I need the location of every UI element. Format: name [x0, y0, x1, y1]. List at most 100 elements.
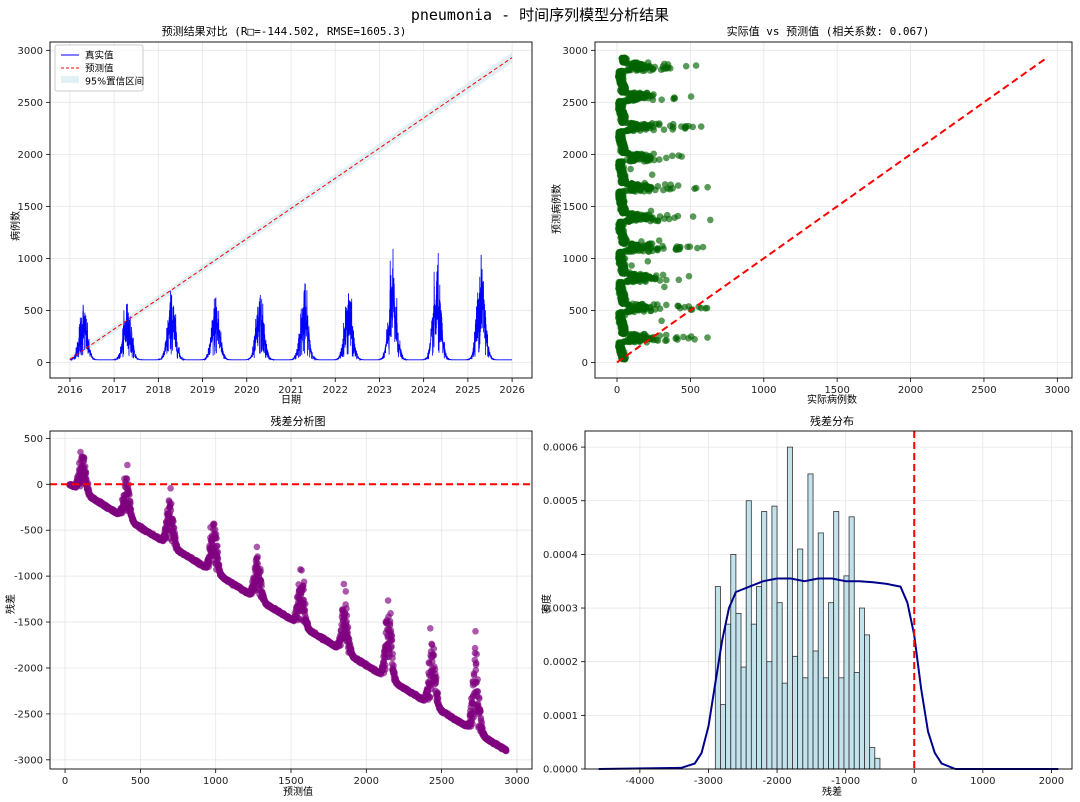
scatter-point — [674, 182, 682, 189]
scatter-point — [686, 243, 694, 250]
x-tick-label: 2016 — [57, 385, 82, 396]
scatter-point — [389, 650, 397, 658]
scatter-point — [210, 521, 218, 528]
scatter-point — [253, 543, 261, 551]
scatter-point — [636, 89, 644, 97]
scatter-point — [661, 60, 668, 68]
x-tick-label: 2020 — [234, 385, 259, 396]
x-tick-label: 2022 — [322, 385, 347, 396]
scatter-point — [634, 210, 641, 218]
scatter-point — [673, 243, 681, 250]
scatter-point — [646, 240, 654, 247]
y-tick-label: 1000 — [563, 254, 588, 265]
scatter-point — [426, 694, 434, 701]
scatter-point — [81, 463, 89, 470]
scatter-point — [695, 303, 702, 311]
scatter-point — [388, 636, 396, 644]
y-tick-label: 3000 — [563, 46, 588, 57]
scatter-point — [669, 152, 676, 160]
scatter-point — [337, 642, 345, 649]
scatter-point — [429, 658, 436, 665]
scatter-point — [633, 150, 640, 158]
scatter-point — [124, 461, 131, 469]
scatter-point — [343, 612, 351, 619]
scatter-point — [342, 588, 350, 595]
figure-title: pneumonia - 时间序列模型分析结果 — [411, 6, 669, 24]
y-tick-label: 2500 — [18, 98, 43, 109]
scatter-point — [388, 642, 395, 650]
scatter-point — [667, 181, 674, 188]
y-tick-label: 2500 — [563, 98, 588, 109]
scatter-point — [664, 211, 671, 219]
scatter-point — [669, 120, 677, 128]
scatter-point — [707, 216, 714, 224]
scatter-point — [687, 93, 695, 100]
scatter-point — [170, 518, 177, 525]
scatter-point — [616, 278, 624, 286]
scatter-point — [214, 555, 222, 562]
scatter-point — [629, 300, 637, 308]
panel-residual-analysis: 残差分析图 0 500 1000 1500 2000 2500 30005000-500-1… — [4, 414, 533, 798]
scatter-point — [682, 62, 690, 70]
scatter-point — [644, 258, 652, 265]
legend-frame — [54, 44, 144, 92]
scatter-point — [427, 625, 434, 632]
x-axis-label: 实际病例数 — [807, 393, 857, 406]
scatter-point — [641, 330, 648, 338]
scatter-point — [703, 304, 711, 312]
scatter-point — [655, 237, 663, 244]
scatter-point — [384, 597, 392, 604]
scatter-point — [654, 245, 661, 252]
y-axis-label: 预测病例数 — [550, 184, 563, 234]
x-tick-label: 1000 — [751, 385, 776, 396]
scatter-point — [340, 580, 348, 588]
x-tick-label: 2021 — [278, 385, 303, 396]
legend-label: 95%置信区间 — [85, 76, 144, 88]
scatter-point — [641, 179, 648, 187]
x-tick-label: 0 — [614, 385, 620, 396]
y-tick-label: 1500 — [18, 202, 43, 213]
series-predicted — [69, 57, 513, 360]
scatter-point — [628, 262, 635, 269]
series-actual — [69, 248, 513, 362]
x-tick-label: 3000 — [1045, 385, 1070, 396]
scatter-point — [685, 272, 693, 280]
scatter-point — [343, 605, 350, 612]
scatter-points — [614, 54, 714, 363]
scatter-point — [430, 652, 438, 659]
scatter-point — [432, 673, 440, 681]
scatter-point — [692, 62, 700, 69]
scatter-point — [167, 485, 174, 492]
y-tick-label: 500 — [24, 306, 43, 317]
scatter-point — [300, 578, 308, 586]
scatter-point — [674, 302, 681, 310]
scatter-point — [671, 94, 678, 101]
scatter-point — [127, 500, 134, 507]
scatter-point — [673, 334, 680, 341]
scatter-point — [430, 645, 438, 652]
scatter-point — [126, 491, 133, 499]
scatter-point — [659, 242, 666, 250]
scatter-point — [658, 96, 665, 103]
scatter-point — [390, 662, 397, 669]
x-tick-label: 2018 — [146, 385, 171, 396]
scatter-point — [699, 243, 707, 251]
x-tick-label: 1500 — [824, 385, 849, 396]
scatter-point — [637, 270, 644, 278]
legend-label: 真实值 — [85, 50, 114, 62]
scatter-point — [214, 542, 221, 550]
x-tick-label: 2026 — [499, 385, 524, 396]
scatter-point — [674, 212, 682, 220]
scatter-point — [615, 97, 623, 105]
scatter-point — [302, 600, 309, 608]
scatter-point — [387, 610, 394, 617]
y-axis-label: 病例数 — [9, 211, 22, 241]
scatter-point — [638, 300, 646, 308]
scatter-point — [704, 334, 711, 341]
scatter-point — [254, 553, 261, 560]
scatter-point — [634, 181, 641, 188]
scatter-point — [123, 475, 131, 483]
scatter-point — [298, 567, 305, 574]
scatter-points — [66, 448, 510, 755]
